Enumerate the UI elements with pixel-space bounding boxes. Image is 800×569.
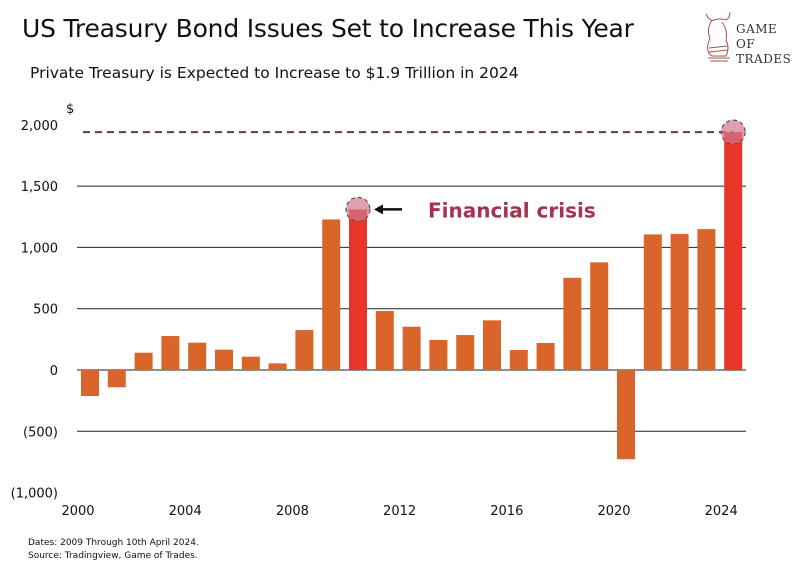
bar-2014 — [456, 335, 475, 370]
x-tick-label: 2024 — [705, 504, 738, 519]
forecast-highlight-circle — [720, 119, 746, 145]
source-note: Source: Tradingview, Game of Trades. — [28, 551, 198, 561]
y-tick-label: (500) — [23, 425, 58, 440]
x-tick-label: 2016 — [490, 504, 523, 519]
x-tick-label: 2020 — [597, 504, 630, 519]
chart-subtitle: Private Treasury is Expected to Increase… — [30, 64, 519, 82]
x-tick-label: 2004 — [169, 504, 202, 519]
bar-2019 — [590, 262, 609, 370]
bar-2003 — [161, 336, 180, 370]
x-tick-label: 2000 — [61, 504, 94, 519]
bar-2009 — [322, 219, 341, 370]
bar-2021 — [643, 234, 662, 370]
x-tick-label: 2012 — [383, 504, 416, 519]
bar-2000 — [81, 370, 99, 396]
bar-2006 — [241, 356, 260, 370]
bar-2010 — [349, 209, 367, 370]
chart-notes: Dates: 2009 Through 10th April 2024. Sou… — [28, 537, 199, 563]
crisis-highlight-circle — [345, 196, 371, 222]
bar-2024 — [724, 132, 743, 370]
bar-2004 — [188, 342, 207, 370]
logo-text-line2: TRADES — [736, 52, 792, 66]
bar-2007 — [268, 363, 287, 370]
logo-text-line1: GAME OF — [736, 22, 778, 51]
y-tick-label: 1,500 — [21, 180, 58, 195]
bar-2020 — [617, 370, 635, 460]
bar-2022 — [670, 233, 689, 370]
x-tick-label: 2008 — [276, 504, 309, 519]
arrow-left-icon — [374, 204, 383, 215]
bar-2011 — [375, 311, 394, 370]
y-axis-label: $ — [66, 102, 74, 117]
y-tick-label: 500 — [33, 303, 58, 318]
chart-title: US Treasury Bond Issues Set to Increase … — [22, 14, 634, 43]
y-tick-label: 0 — [50, 364, 58, 379]
game-of-trades-logo: GAME OF TRADES — [700, 8, 800, 68]
y-tick-label: 1,000 — [21, 241, 58, 256]
dates-note: Dates: 2009 Through 10th April 2024. — [28, 538, 199, 548]
bar-2018 — [563, 277, 582, 370]
bar-2008 — [295, 330, 314, 370]
bar-2005 — [215, 349, 233, 370]
annotation-label: Financial crisis — [428, 198, 596, 222]
bar-2017 — [536, 343, 555, 370]
bull-knight-icon — [705, 11, 731, 62]
bar-2023 — [697, 229, 716, 370]
y-tick-label: 2,000 — [21, 119, 58, 134]
bar-2016 — [509, 350, 528, 370]
bar-2015 — [483, 320, 501, 370]
bar-2012 — [402, 326, 421, 370]
bar-2002 — [134, 352, 153, 370]
bar-2013 — [429, 339, 448, 370]
bar-2001 — [107, 370, 126, 388]
y-tick-label: (1,000) — [11, 487, 58, 502]
